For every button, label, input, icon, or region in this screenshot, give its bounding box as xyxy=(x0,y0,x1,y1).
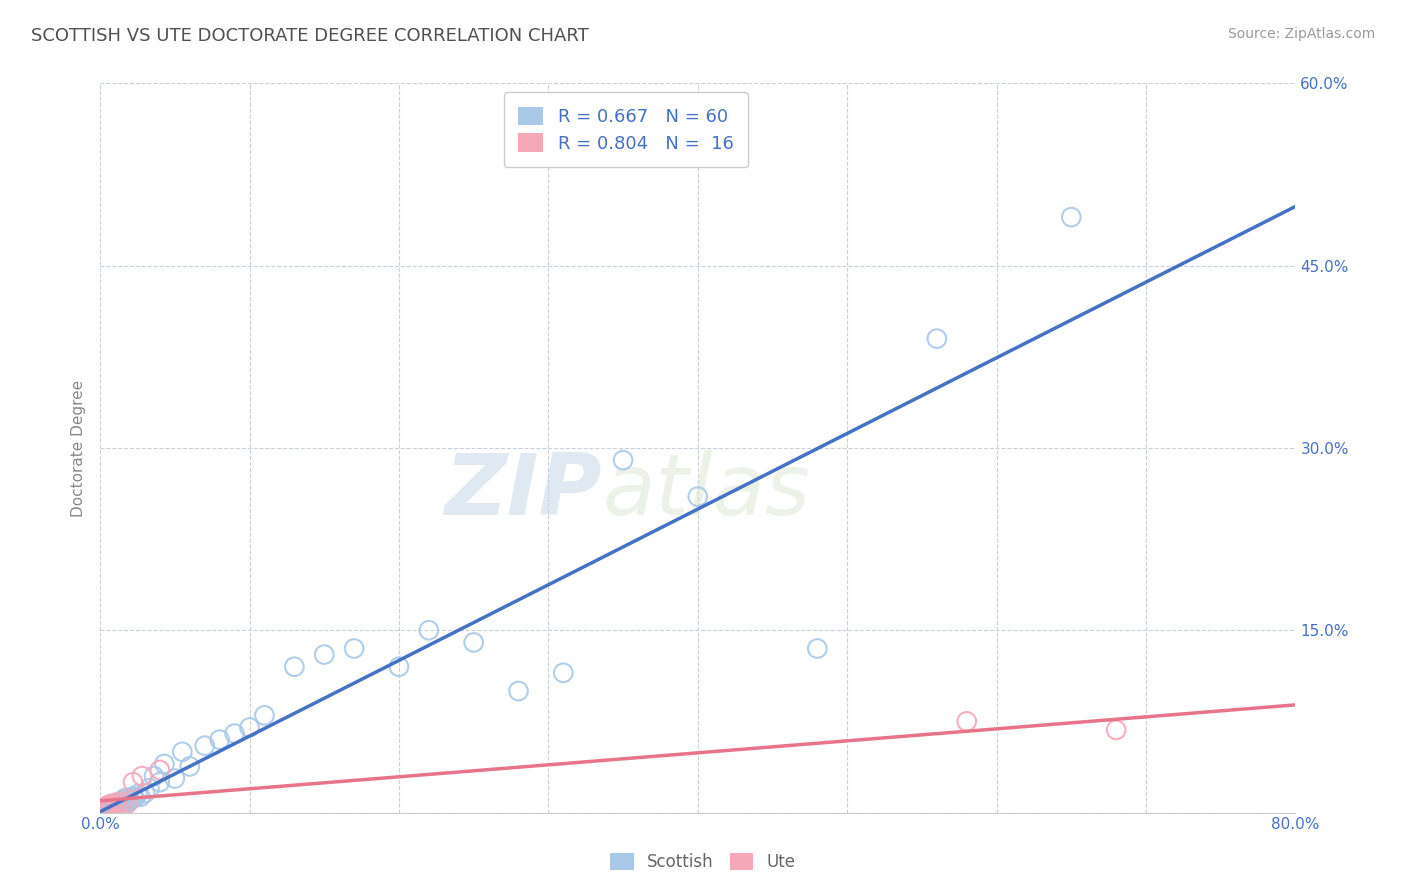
Point xyxy=(388,659,411,673)
Point xyxy=(114,791,136,805)
Point xyxy=(142,769,165,783)
Point xyxy=(108,798,131,813)
Point xyxy=(105,798,128,813)
Point xyxy=(115,795,138,809)
Point xyxy=(224,726,246,740)
Point xyxy=(98,799,121,814)
Point xyxy=(100,803,122,817)
Point xyxy=(91,802,114,816)
Point xyxy=(1105,723,1128,737)
Point xyxy=(94,799,117,814)
Point xyxy=(101,802,124,816)
Point xyxy=(112,796,135,810)
Point xyxy=(138,781,160,796)
Point xyxy=(98,802,121,816)
Point xyxy=(97,798,120,813)
Point xyxy=(104,802,127,816)
Point xyxy=(122,789,145,804)
Point xyxy=(97,800,120,814)
Point xyxy=(686,490,709,504)
Point xyxy=(149,775,172,789)
Point xyxy=(238,721,260,735)
Point xyxy=(98,800,121,814)
Point xyxy=(103,798,125,813)
Point xyxy=(925,332,948,346)
Point xyxy=(104,799,127,814)
Point xyxy=(418,624,440,638)
Point xyxy=(91,803,114,817)
Point xyxy=(111,795,134,809)
Point xyxy=(101,799,124,814)
Point xyxy=(314,648,336,662)
Point xyxy=(115,797,138,811)
Text: Source: ZipAtlas.com: Source: ZipAtlas.com xyxy=(1227,27,1375,41)
Point xyxy=(179,759,201,773)
Point xyxy=(508,684,530,698)
Point xyxy=(131,769,153,783)
Text: SCOTTISH VS UTE DOCTORATE DEGREE CORRELATION CHART: SCOTTISH VS UTE DOCTORATE DEGREE CORRELA… xyxy=(31,27,589,45)
Point xyxy=(127,787,149,801)
Point xyxy=(118,793,141,807)
Point xyxy=(553,665,575,680)
Point xyxy=(117,792,139,806)
Point xyxy=(253,708,276,723)
Point xyxy=(107,796,129,810)
Point xyxy=(124,791,146,805)
Point xyxy=(108,795,131,809)
Point xyxy=(194,739,217,753)
Point xyxy=(111,793,134,807)
Point xyxy=(104,797,127,811)
Point xyxy=(463,635,485,649)
Point xyxy=(343,641,366,656)
Point xyxy=(172,745,194,759)
Point xyxy=(107,798,129,813)
Point xyxy=(93,800,115,814)
Point xyxy=(111,799,134,814)
Point xyxy=(208,732,231,747)
Point xyxy=(956,714,979,729)
Point xyxy=(93,802,115,816)
Point xyxy=(100,797,122,811)
Point xyxy=(101,799,124,814)
Point xyxy=(129,789,152,804)
Legend: Scottish, Ute: Scottish, Ute xyxy=(602,845,804,880)
Point xyxy=(105,800,128,814)
Point xyxy=(1060,210,1083,224)
Point xyxy=(153,756,176,771)
Point xyxy=(806,641,828,656)
Point xyxy=(163,772,186,786)
Point xyxy=(103,800,125,814)
Point xyxy=(100,800,122,814)
Point xyxy=(149,763,172,777)
Y-axis label: Doctorate Degree: Doctorate Degree xyxy=(72,379,86,516)
Point xyxy=(134,786,156,800)
Point xyxy=(97,802,120,816)
Text: atlas: atlas xyxy=(602,450,810,533)
Point xyxy=(94,803,117,817)
Point xyxy=(104,796,127,810)
Point xyxy=(107,799,129,814)
Point xyxy=(283,659,305,673)
Text: ZIP: ZIP xyxy=(444,450,602,533)
Legend: R = 0.667   N = 60, R = 0.804   N =  16: R = 0.667 N = 60, R = 0.804 N = 16 xyxy=(503,93,748,168)
Point xyxy=(110,797,132,811)
Point xyxy=(612,453,634,467)
Point xyxy=(122,775,145,789)
